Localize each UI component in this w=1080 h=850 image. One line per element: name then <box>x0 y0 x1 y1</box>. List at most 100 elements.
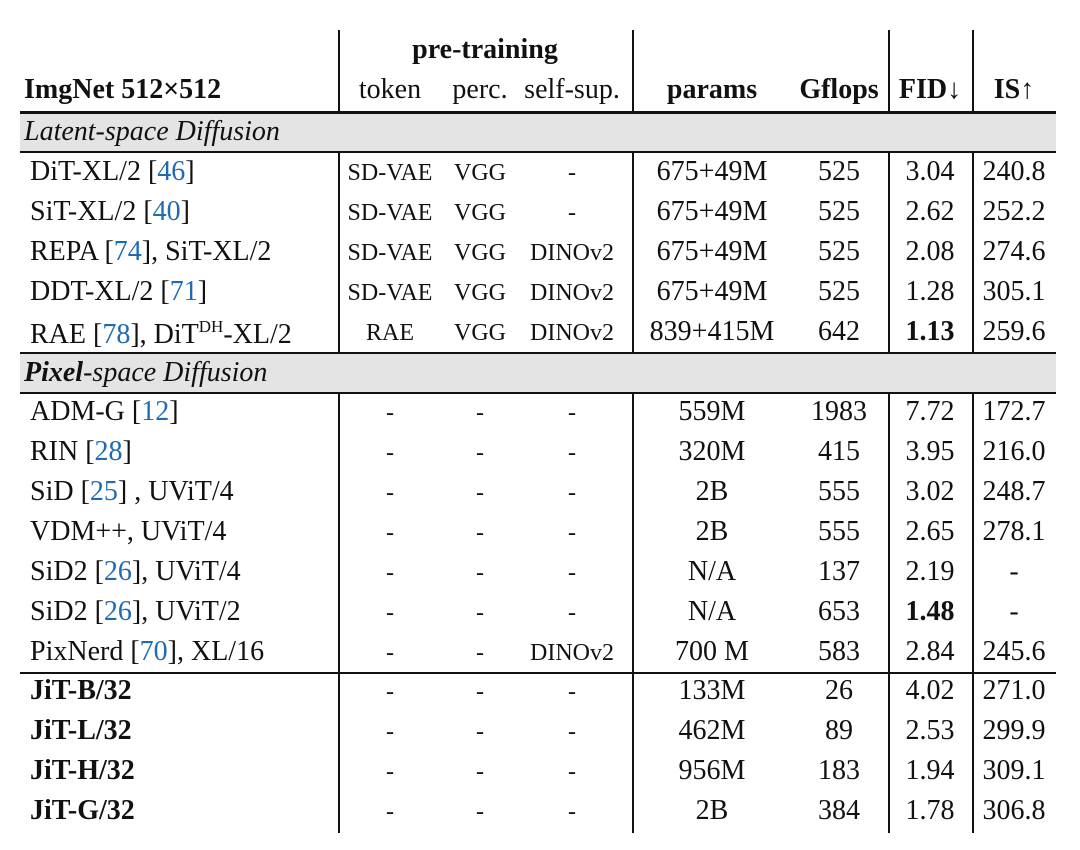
row-name: DDT-XL/2 [71] <box>30 278 207 306</box>
row-name-superscript: DH <box>198 317 224 336</box>
citation-link: 46 <box>157 156 186 187</box>
cell-fid: 1.48 <box>905 596 955 627</box>
row-name-suffix: ], UViT/2 <box>131 596 241 627</box>
cell-gflops: 653 <box>818 596 860 627</box>
cell-gflops: 137 <box>818 556 860 587</box>
row-name: ADM-G [12] <box>30 398 179 426</box>
cell-token: - <box>386 759 394 785</box>
cell-gflops: 525 <box>818 196 860 227</box>
row-name-text: SiD2 [ <box>30 596 104 627</box>
cell-params: 675+49M <box>656 276 768 307</box>
citation-link: 78 <box>102 319 131 350</box>
cell-gflops: 183 <box>818 755 860 786</box>
vline-after-fid <box>972 153 974 353</box>
cell-is: 305.1 <box>982 276 1046 307</box>
cell-selfsup: DINOv2 <box>530 280 614 306</box>
table-title: ImgNet 512×512 <box>24 74 222 105</box>
citation-link: 25 <box>89 476 118 507</box>
cell-is: 278.1 <box>982 516 1046 547</box>
latent-end-rule <box>20 352 1056 354</box>
cell-selfsup: - <box>568 679 576 705</box>
cell-selfsup: - <box>568 560 576 586</box>
cell-is: - <box>1009 556 1019 587</box>
row-name-text: JiT-G/32 <box>30 795 135 826</box>
cell-token: - <box>386 600 394 626</box>
cell-gflops: 1983 <box>811 396 867 427</box>
latent-section-rule <box>20 151 1056 153</box>
cell-token: - <box>386 520 394 546</box>
row-name-text: RAE [ <box>30 319 103 350</box>
row-name: SiD [25] , UViT/4 <box>30 478 234 506</box>
cell-fid: 7.72 <box>905 396 955 427</box>
cell-is: 309.1 <box>982 755 1046 786</box>
cell-selfsup: - <box>568 520 576 546</box>
cell-params: 133M <box>678 675 746 706</box>
cell-perc: - <box>476 400 484 426</box>
cell-perc: VGG <box>454 200 506 226</box>
cell-token: RAE <box>366 320 414 346</box>
row-name-suffix: ] <box>122 436 132 467</box>
cell-token: - <box>386 799 394 825</box>
cell-fid: 1.94 <box>905 755 955 786</box>
vline-after-pretraining <box>632 30 634 111</box>
section-label-latent: Latent-space Diffusion <box>24 116 280 147</box>
cell-params: 700 M <box>675 636 749 667</box>
citation-link: 26 <box>103 596 132 627</box>
citation-link: 28 <box>94 436 123 467</box>
pretraining-group-header: pre-training <box>412 34 558 65</box>
row-name: RAE [78], DiTDH-XL/2 <box>30 318 292 349</box>
citation-link: 26 <box>103 556 132 587</box>
cell-params: 2B <box>695 476 729 507</box>
cell-token: SD-VAE <box>347 280 433 306</box>
row-name: DiT-XL/2 [46] <box>30 158 195 186</box>
vline-after-gflops <box>888 30 890 111</box>
cell-selfsup: - <box>568 480 576 506</box>
cell-fid: 2.65 <box>905 516 955 547</box>
row-name-suffix: ] <box>169 396 179 427</box>
cell-params: N/A <box>687 556 737 587</box>
cell-token: - <box>386 719 394 745</box>
cell-perc: VGG <box>454 240 506 266</box>
row-name: VDM++, UViT/4 <box>30 518 226 546</box>
row-name: SiD2 [26], UViT/4 <box>30 558 241 586</box>
col-header-params: params <box>666 74 758 105</box>
citation-link: 12 <box>141 396 170 427</box>
cell-params: 559M <box>678 396 746 427</box>
section-label-pixel-emph: Pixel <box>24 357 84 388</box>
row-name-text: PixNerd [ <box>30 636 140 667</box>
col-header-selfsup: self-sup. <box>524 74 620 105</box>
cell-selfsup: DINOv2 <box>530 240 614 266</box>
cell-fid: 3.02 <box>905 476 955 507</box>
jit-group-rule <box>20 672 1056 674</box>
cell-selfsup: - <box>568 200 576 226</box>
cell-fid: 1.13 <box>905 316 955 347</box>
cell-params: 675+49M <box>656 196 768 227</box>
cell-is: 240.8 <box>982 156 1046 187</box>
pixel-section-rule <box>20 392 1056 394</box>
cell-fid: 2.08 <box>905 236 955 267</box>
cell-gflops: 89 <box>825 715 853 746</box>
cell-is: 259.6 <box>982 316 1046 347</box>
row-name-text: SiT-XL/2 [ <box>30 196 153 227</box>
cell-params: 839+415M <box>649 316 775 347</box>
cell-is: 245.6 <box>982 636 1046 667</box>
col-header-fid: FID↓ <box>898 74 962 105</box>
row-name-suffix: ] , UViT/4 <box>117 476 234 507</box>
vline-after-name <box>338 393 340 833</box>
pixel-section-band <box>20 354 1056 392</box>
cell-fid: 1.28 <box>905 276 955 307</box>
cell-is: - <box>1009 596 1019 627</box>
row-name-suffix: ], UViT/4 <box>131 556 241 587</box>
row-name: REPA [74], SiT-XL/2 <box>30 238 271 266</box>
citation-link: 40 <box>152 196 181 227</box>
cell-params: 2B <box>695 516 729 547</box>
col-header-gflops: Gflops <box>799 74 879 105</box>
row-name-text: JiT-B/32 <box>30 675 132 706</box>
citation-link: 71 <box>169 276 198 307</box>
row-name-text: JiT-H/32 <box>30 755 135 786</box>
cell-token: SD-VAE <box>347 200 433 226</box>
cell-is: 252.2 <box>982 196 1046 227</box>
cell-selfsup: - <box>568 719 576 745</box>
cell-gflops: 525 <box>818 236 860 267</box>
cell-selfsup: DINOv2 <box>530 640 614 666</box>
